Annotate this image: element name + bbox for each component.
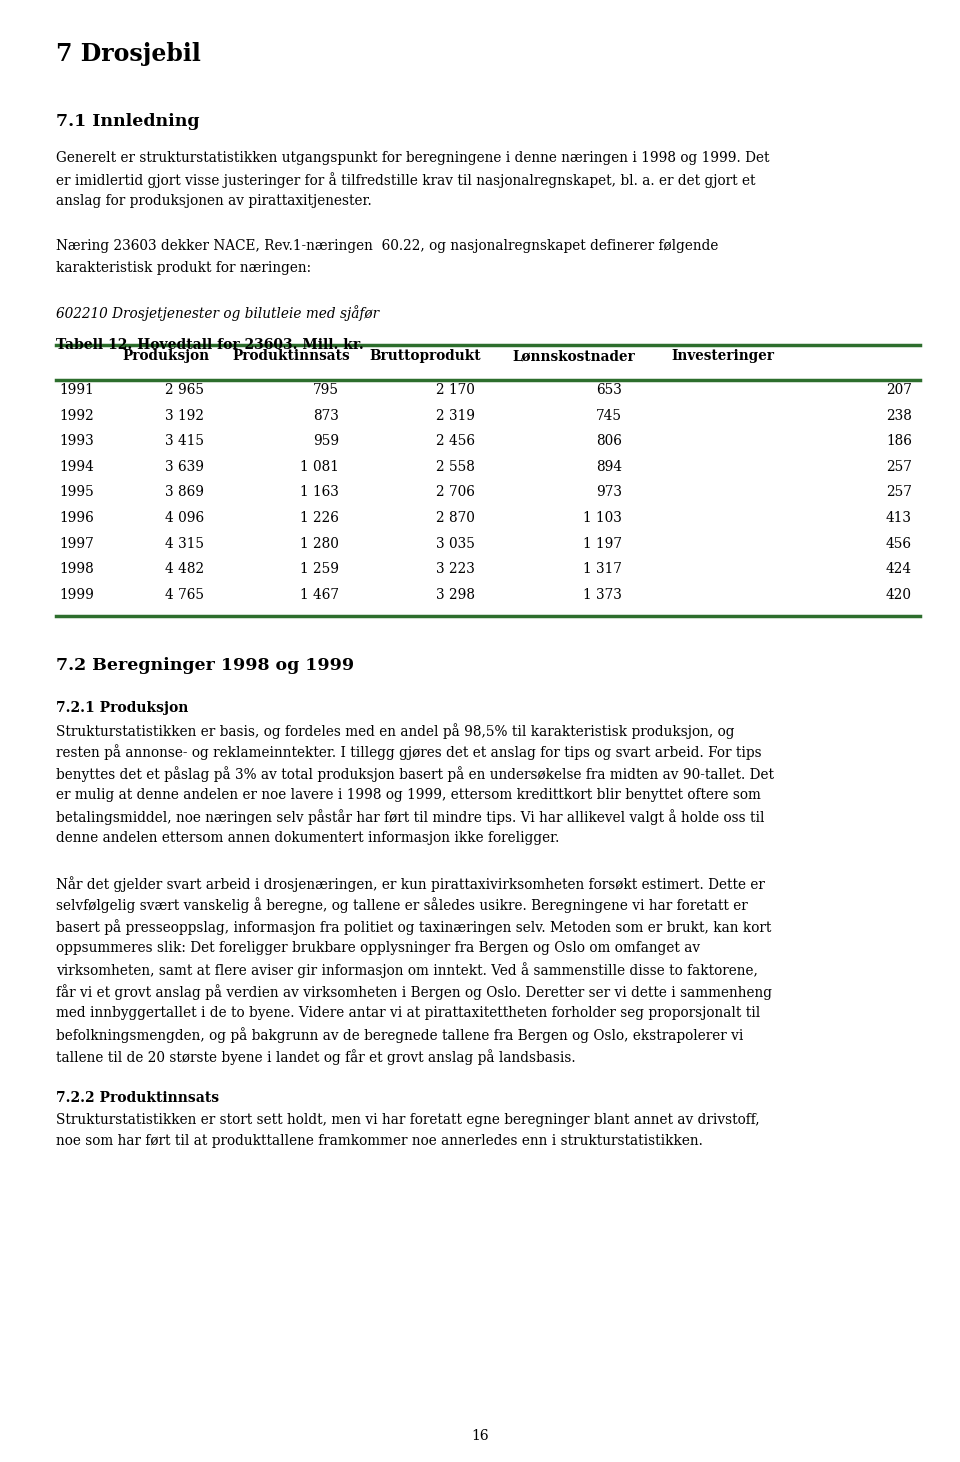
Text: 1993: 1993: [60, 434, 94, 449]
Text: denne andelen ettersom annen dokumentert informasjon ikke foreligger.: denne andelen ettersom annen dokumentert…: [56, 830, 559, 845]
Text: 4 315: 4 315: [165, 537, 204, 551]
Text: betalingsmiddel, noe næringen selv påstår har ført til mindre tips. Vi har allik: betalingsmiddel, noe næringen selv påstå…: [56, 810, 764, 825]
Text: 7.1 Innledning: 7.1 Innledning: [56, 113, 199, 130]
Text: anslag for produksjonen av pirattaxitjenester.: anslag for produksjonen av pirattaxitjen…: [56, 194, 372, 208]
Text: 3 035: 3 035: [437, 537, 475, 551]
Text: får vi et grovt anslag på verdien av virksomheten i Bergen og Oslo. Deretter ser: får vi et grovt anslag på verdien av vir…: [56, 984, 772, 1000]
Text: Strukturstatistikken er basis, og fordeles med en andel på 98,5% til karakterist: Strukturstatistikken er basis, og fordel…: [56, 722, 734, 738]
Text: 795: 795: [313, 383, 339, 398]
Text: 2 319: 2 319: [436, 409, 475, 423]
Text: 1991: 1991: [60, 383, 94, 398]
Text: basert på presseoppslag, informasjon fra politiet og taxinæringen selv. Metoden : basert på presseoppslag, informasjon fra…: [56, 920, 771, 936]
Text: 1 467: 1 467: [300, 588, 339, 602]
Text: 4 765: 4 765: [165, 588, 204, 602]
Text: Bruttoprodukt: Bruttoprodukt: [370, 349, 481, 364]
Text: 1992: 1992: [60, 409, 94, 423]
Text: 1 197: 1 197: [583, 537, 622, 551]
Text: 238: 238: [886, 409, 912, 423]
Text: virksomheten, samt at flere aviser gir informasjon om inntekt. Ved å sammenstill: virksomheten, samt at flere aviser gir i…: [56, 962, 757, 978]
Text: 1994: 1994: [60, 461, 94, 474]
Text: 1999: 1999: [60, 588, 94, 602]
Text: Når det gjelder svart arbeid i drosjenæringen, er kun pirattaxivirksomheten fors: Når det gjelder svart arbeid i drosjenær…: [56, 876, 764, 892]
Text: 7.2.1 Produksjon: 7.2.1 Produksjon: [56, 702, 188, 715]
Text: 7 Drosjebil: 7 Drosjebil: [56, 42, 201, 66]
Text: 1 259: 1 259: [300, 563, 339, 576]
Text: 207: 207: [886, 383, 912, 398]
Text: 2 170: 2 170: [437, 383, 475, 398]
Text: 16: 16: [471, 1428, 489, 1443]
Text: 3 298: 3 298: [436, 588, 475, 602]
Text: 257: 257: [886, 461, 912, 474]
Text: 7.2.2 Produktinnsats: 7.2.2 Produktinnsats: [56, 1091, 219, 1105]
Text: 186: 186: [886, 434, 912, 449]
Text: Produksjon: Produksjon: [123, 349, 209, 364]
Text: Generelt er strukturstatistikken utgangspunkt for beregningene i denne næringen : Generelt er strukturstatistikken utgangs…: [56, 151, 769, 165]
Text: 602210 Drosjetjenester og bilutleie med sjåfør: 602210 Drosjetjenester og bilutleie med …: [56, 306, 379, 322]
Text: karakteristisk produkt for næringen:: karakteristisk produkt for næringen:: [56, 260, 311, 275]
Text: tallene til de 20 største byene i landet og får et grovt anslag på landsbasis.: tallene til de 20 største byene i landet…: [56, 1048, 575, 1064]
Text: 3 192: 3 192: [165, 409, 204, 423]
Text: Strukturstatistikken er stort sett holdt, men vi har foretatt egne beregninger b: Strukturstatistikken er stort sett holdt…: [56, 1113, 759, 1127]
Text: 2 870: 2 870: [437, 512, 475, 525]
Text: oppsummeres slik: Det foreligger brukbare opplysninger fra Bergen og Oslo om omf: oppsummeres slik: Det foreligger brukbar…: [56, 942, 700, 955]
Text: er mulig at denne andelen er noe lavere i 1998 og 1999, ettersom kredittkort bli: er mulig at denne andelen er noe lavere …: [56, 788, 760, 801]
Text: 413: 413: [886, 512, 912, 525]
Text: 424: 424: [886, 563, 912, 576]
Text: selvfølgelig svært vanskelig å beregne, og tallene er således usikre. Beregninge: selvfølgelig svært vanskelig å beregne, …: [56, 898, 748, 914]
Text: 1 280: 1 280: [300, 537, 339, 551]
Text: 1 317: 1 317: [584, 563, 622, 576]
Text: 2 456: 2 456: [436, 434, 475, 449]
Text: 1 081: 1 081: [300, 461, 339, 474]
Text: 959: 959: [313, 434, 339, 449]
Text: 1998: 1998: [60, 563, 94, 576]
Text: benyttes det et påslag på 3% av total produksjon basert på en undersøkelse fra m: benyttes det et påslag på 3% av total pr…: [56, 766, 774, 782]
Text: 420: 420: [886, 588, 912, 602]
Text: 2 965: 2 965: [165, 383, 204, 398]
Text: 7.2 Beregninger 1998 og 1999: 7.2 Beregninger 1998 og 1999: [56, 658, 354, 674]
Text: 973: 973: [596, 485, 622, 500]
Text: Lønnskostnader: Lønnskostnader: [513, 349, 636, 364]
Text: 745: 745: [596, 409, 622, 423]
Text: 3 639: 3 639: [165, 461, 204, 474]
Text: med innbyggertallet i de to byene. Videre antar vi at pirattaxitettheten forhold: med innbyggertallet i de to byene. Vider…: [56, 1006, 760, 1019]
Text: Investeringer: Investeringer: [671, 349, 775, 364]
Text: er imidlertid gjort visse justeringer for å tilfredstille krav til nasjonalregns: er imidlertid gjort visse justeringer fo…: [56, 173, 756, 189]
Text: 3 869: 3 869: [165, 485, 204, 500]
Text: 257: 257: [886, 485, 912, 500]
Text: 1 373: 1 373: [584, 588, 622, 602]
Text: 2 558: 2 558: [437, 461, 475, 474]
Text: 4 482: 4 482: [165, 563, 204, 576]
Text: 4 096: 4 096: [165, 512, 204, 525]
Text: 1995: 1995: [60, 485, 94, 500]
Text: 653: 653: [596, 383, 622, 398]
Text: 1 103: 1 103: [584, 512, 622, 525]
Text: 806: 806: [596, 434, 622, 449]
Text: 1997: 1997: [60, 537, 94, 551]
Text: 873: 873: [313, 409, 339, 423]
Text: resten på annonse- og reklameinntekter. I tillegg gjøres det et anslag for tips : resten på annonse- og reklameinntekter. …: [56, 744, 761, 760]
Text: Tabell 12. Hovedtall for 23603. Mill. kr.: Tabell 12. Hovedtall for 23603. Mill. kr…: [56, 338, 364, 352]
Text: noe som har ført til at produkttallene framkommer noe annerledes enn i strukturs: noe som har ført til at produkttallene f…: [56, 1135, 703, 1148]
Text: 1996: 1996: [60, 512, 94, 525]
Text: 3 415: 3 415: [165, 434, 204, 449]
Text: Produktinnsats: Produktinnsats: [232, 349, 349, 364]
Text: 3 223: 3 223: [437, 563, 475, 576]
Text: befolkningsmengden, og på bakgrunn av de beregnede tallene fra Bergen og Oslo, e: befolkningsmengden, og på bakgrunn av de…: [56, 1028, 743, 1044]
Text: 1 226: 1 226: [300, 512, 339, 525]
Text: 894: 894: [596, 461, 622, 474]
Text: Næring 23603 dekker NACE, Rev.1-næringen  60.22, og nasjonalregnskapet definerer: Næring 23603 dekker NACE, Rev.1-næringen…: [56, 238, 718, 253]
Text: 2 706: 2 706: [437, 485, 475, 500]
Text: 1 163: 1 163: [300, 485, 339, 500]
Text: 456: 456: [886, 537, 912, 551]
